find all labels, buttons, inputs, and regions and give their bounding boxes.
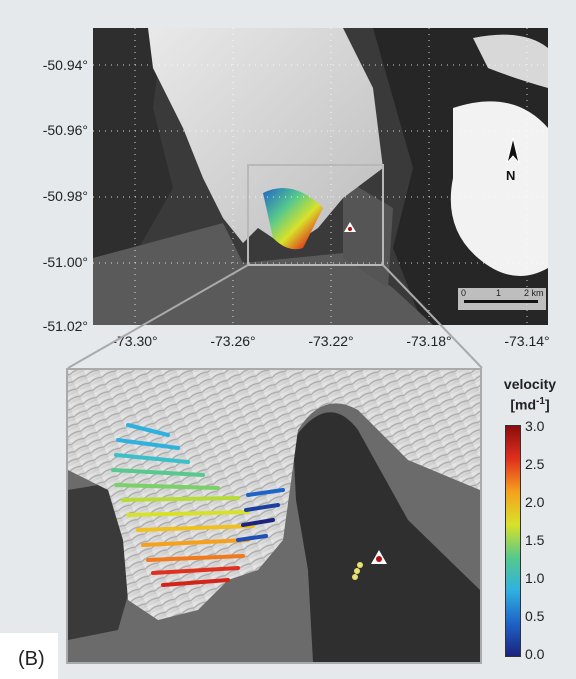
- colorbar-tick: 1.5: [525, 532, 545, 548]
- station-points: [352, 562, 363, 580]
- colorbar-title: velocity [md-1]: [490, 375, 570, 414]
- scale-bar: 0 1 2 km: [458, 288, 546, 310]
- scale-label-2: 2 km: [524, 288, 544, 298]
- scale-label-0: 0: [461, 288, 467, 298]
- overview-map: [93, 28, 548, 325]
- lat-label: -51.00°: [42, 254, 88, 270]
- inset-box: [247, 164, 384, 266]
- lon-label: -73.14°: [504, 333, 550, 349]
- velocity-tracks: [111, 423, 285, 587]
- lat-label: -50.96°: [42, 122, 88, 138]
- colorbar-tick: 2.0: [525, 494, 545, 510]
- lon-label: -73.18°: [406, 333, 452, 349]
- lat-label: -51.02°: [42, 318, 88, 334]
- lat-label: -50.94°: [42, 57, 88, 73]
- colorbar-title-line2: [md-1]: [510, 396, 550, 413]
- lon-label: -73.26°: [210, 333, 256, 349]
- north-arrow-icon: [506, 137, 520, 164]
- colorbar-tick: 1.0: [525, 570, 545, 586]
- north-label: N: [506, 168, 516, 183]
- colorbar-tick: 0.5: [525, 608, 545, 624]
- colorbar-tick: 2.5: [525, 456, 545, 472]
- panel-label: (B): [18, 648, 45, 670]
- overview-map-image: [93, 28, 548, 325]
- lon-label: -73.22°: [308, 333, 354, 349]
- inset-map-image: [68, 370, 480, 662]
- scale-label-1: 1: [496, 288, 502, 298]
- colorbar: [505, 425, 521, 657]
- panel-label-box: [0, 633, 58, 679]
- colorbar-tick: 0.0: [525, 646, 545, 662]
- lat-label: -50.98°: [42, 188, 88, 204]
- inset-map: [66, 368, 482, 664]
- colorbar-tick: 3.0: [525, 418, 545, 434]
- colorbar-title-line1: velocity: [503, 376, 557, 392]
